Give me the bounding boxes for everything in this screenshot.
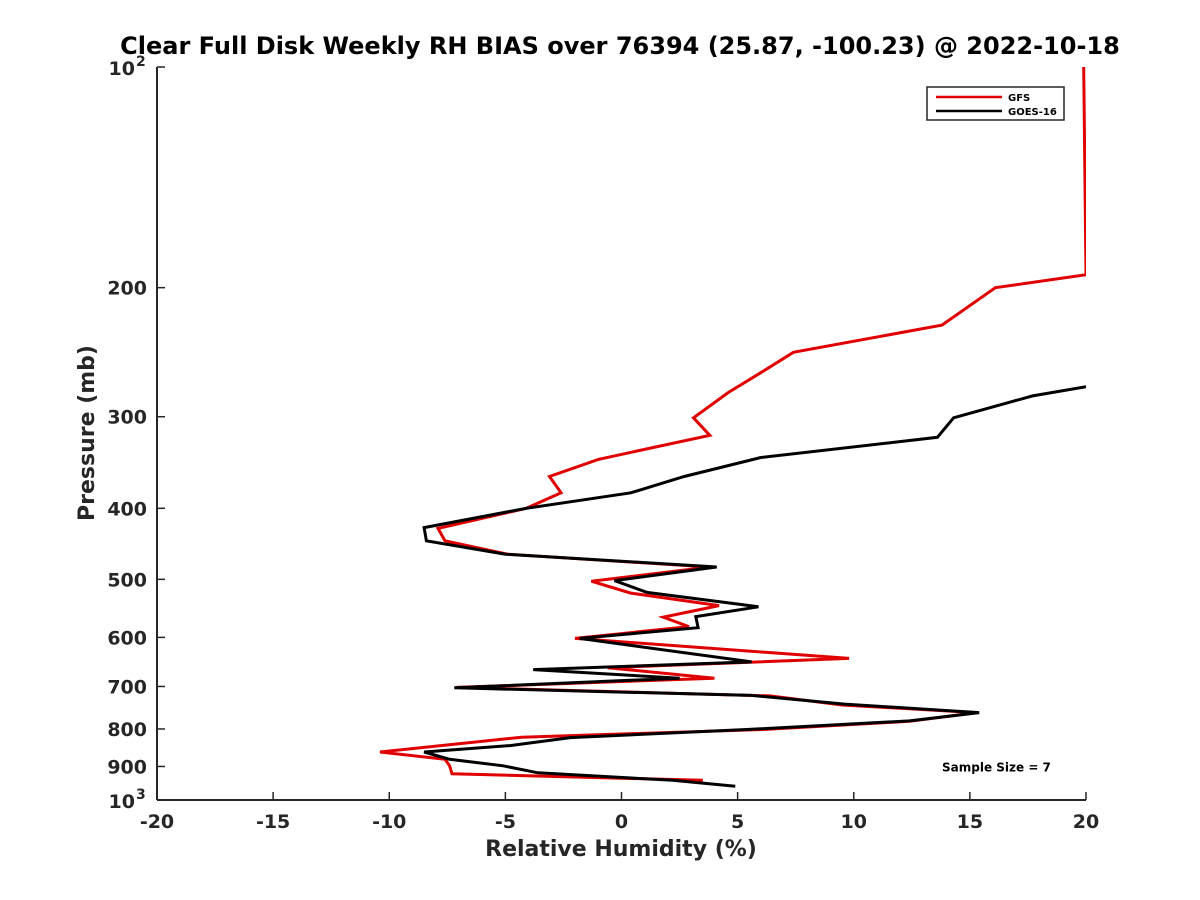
x-axis-label: Relative Humidity (%) [485,837,757,862]
y-axis-label: Pressure (mb) [75,345,100,521]
y-tick-label: 500 [107,569,147,591]
y-tick-label: 400 [107,498,147,520]
y-tick-exponent: 3 [136,787,146,803]
x-tick-label: 10 [841,811,867,833]
x-tick-label: 20 [1073,811,1099,833]
plot-marks [379,67,1086,788]
y-tick-exponent: 2 [136,54,146,70]
y-tick-label: 10 [109,58,135,80]
y-tick-label: 300 [107,407,147,429]
sample-size-annotation: Sample Size = 7 [942,760,1051,774]
x-tick-label: -10 [372,811,406,833]
legend-box [926,86,1065,121]
x-tick-label: -5 [495,811,516,833]
x-tick-label: -15 [256,811,290,833]
series-line-gfs [379,67,1086,782]
plot-area [157,67,1086,800]
x-tick-label: -20 [140,811,174,833]
y-tick-label: 900 [107,756,147,778]
y-tick-label: 200 [107,278,147,300]
y-tick-label: 10 [109,791,135,813]
legend-label-goes-16: GOES-16 [1008,107,1057,118]
y-tick-label: 700 [107,676,147,698]
chart-title: Clear Full Disk Weekly RH BIAS over 7639… [120,32,1120,60]
series-line-goes-16 [422,385,1086,788]
x-tick-label: 0 [615,811,628,833]
legend: GFS GOES-16 [926,86,1065,121]
y-tick-label: 600 [107,627,147,649]
x-ticks: -20 -15 -10 -5 0 5 10 15 20 [140,792,1099,833]
x-tick-label: 5 [731,811,744,833]
x-tick-label: 15 [957,811,983,833]
y-tick-label: 800 [107,719,147,741]
legend-label-gfs: GFS [1008,93,1030,104]
